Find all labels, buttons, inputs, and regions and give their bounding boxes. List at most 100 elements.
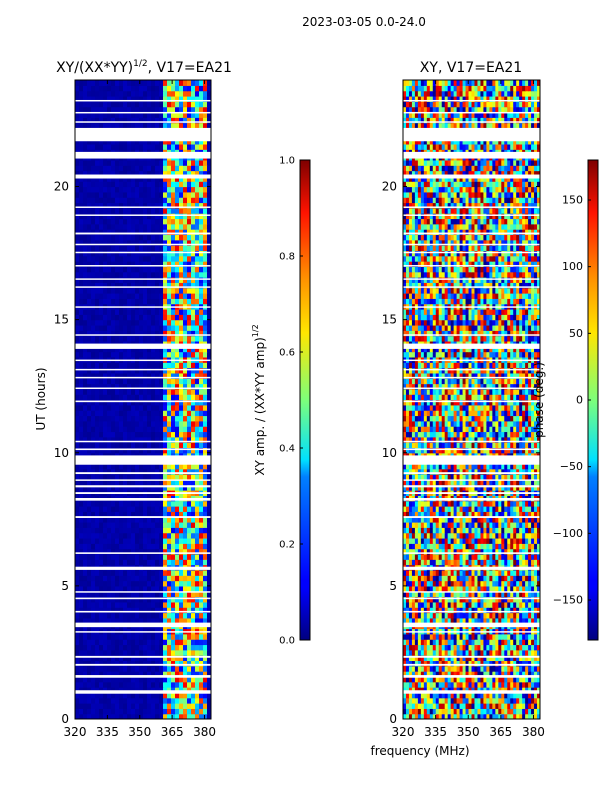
heatmap-cell (107, 506, 112, 512)
heatmap-cell (438, 639, 443, 646)
heatmap-cell (139, 250, 144, 257)
heatmap-cell (191, 687, 196, 693)
heatmap-cell (453, 644, 458, 651)
heatmap-cell (167, 713, 172, 719)
heatmap-cell (187, 596, 192, 603)
heatmap-cell (79, 239, 84, 246)
heatmap-cell (127, 687, 132, 693)
heatmap-cell (111, 186, 116, 193)
heatmap-cell (115, 266, 120, 273)
heatmap-cell (111, 596, 116, 603)
heatmap-cell (414, 697, 419, 704)
heatmap-cell (191, 207, 196, 214)
heatmap-cell (199, 399, 204, 406)
heatmap-cell (111, 484, 116, 491)
heatmap-cell (103, 367, 108, 374)
heatmap-cell (203, 506, 208, 512)
heatmap-cell (95, 708, 100, 715)
heatmap-cell (107, 186, 112, 193)
heatmap-cell (179, 239, 184, 246)
heatmap-cell (195, 202, 200, 209)
heatmap-cell (411, 655, 416, 662)
heatmap-cell (163, 713, 168, 719)
heatmap-cell (199, 665, 204, 672)
heatmap-cell (175, 474, 180, 480)
heatmap-cell (175, 277, 180, 283)
heatmap-cell (187, 585, 192, 592)
heatmap-cell (167, 106, 172, 113)
heatmap-cell (79, 607, 84, 614)
heatmap-cell (135, 575, 140, 582)
heatmap-cell (163, 186, 168, 193)
heatmap-cell (459, 660, 464, 667)
heatmap-cell (495, 660, 499, 667)
heatmap-cell (107, 553, 112, 560)
heatmap-cell (195, 511, 200, 518)
heatmap-cell (441, 633, 446, 640)
heatmap-cell (199, 245, 204, 251)
heatmap-cell (99, 575, 104, 582)
heatmap-cell (191, 543, 196, 550)
heatmap-cell (75, 207, 80, 214)
heatmap-cell (127, 335, 132, 342)
heatmap-cell (171, 506, 176, 512)
heatmap-cell (79, 404, 84, 411)
heatmap-cell (99, 585, 104, 592)
heatmap-cell (139, 644, 144, 651)
heatmap-cell (163, 239, 168, 246)
heatmap-cell (163, 665, 168, 672)
heatmap-cell (127, 527, 132, 534)
heatmap-cell (135, 585, 140, 592)
heatmap-cell (159, 644, 164, 651)
heatmap-cell (107, 687, 112, 693)
heatmap-cell (91, 170, 96, 177)
heatmap-cell (155, 186, 160, 193)
heatmap-cell (135, 282, 140, 289)
heatmap-cell (135, 234, 140, 241)
heatmap-cell (432, 681, 437, 688)
heatmap-cell (510, 665, 514, 672)
heatmap-cell (167, 186, 172, 193)
heatmap-cell (155, 532, 160, 539)
heatmap-cell (127, 250, 132, 257)
heatmap-cell (123, 170, 128, 177)
heatmap-cell (147, 245, 152, 251)
heatmap-cell (195, 633, 200, 640)
heatmap-cell (429, 665, 434, 672)
heatmap-cell (151, 223, 156, 230)
heatmap-cell (207, 607, 211, 614)
heatmap-cell (175, 165, 180, 172)
heatmap-cell (147, 223, 152, 230)
heatmap-cell (155, 442, 160, 449)
heatmap-cell (139, 655, 144, 662)
heatmap-cell (471, 697, 476, 704)
heatmap-cell (507, 633, 511, 640)
flagged-gap (75, 111, 211, 114)
heatmap-cell (167, 117, 172, 124)
heatmap-cell (79, 420, 84, 427)
heatmap-cell (183, 111, 188, 118)
heatmap-cell (408, 676, 413, 683)
heatmap-cell (159, 314, 164, 321)
heatmap-cell (127, 697, 132, 704)
heatmap-cell (537, 681, 540, 688)
heatmap-cell (179, 143, 184, 150)
heatmap-cell (187, 633, 192, 640)
heatmap-cell (179, 548, 184, 555)
heatmap-cell (403, 649, 407, 656)
heatmap-cell (175, 447, 180, 454)
heatmap-cell (87, 537, 92, 544)
heatmap-cell (167, 308, 172, 315)
heatmap-cell (528, 633, 532, 640)
heatmap-cell (453, 639, 458, 646)
heatmap-cell (420, 676, 425, 683)
heatmap-cell (203, 287, 208, 294)
heatmap-cell (159, 436, 164, 443)
heatmap-cell (187, 569, 192, 576)
heatmap-cell (163, 548, 168, 555)
heatmap-cell (139, 362, 144, 369)
heatmap-cell (179, 80, 184, 86)
heatmap-cell (151, 383, 156, 390)
heatmap-cell (171, 324, 176, 331)
heatmap-cell (83, 436, 88, 443)
